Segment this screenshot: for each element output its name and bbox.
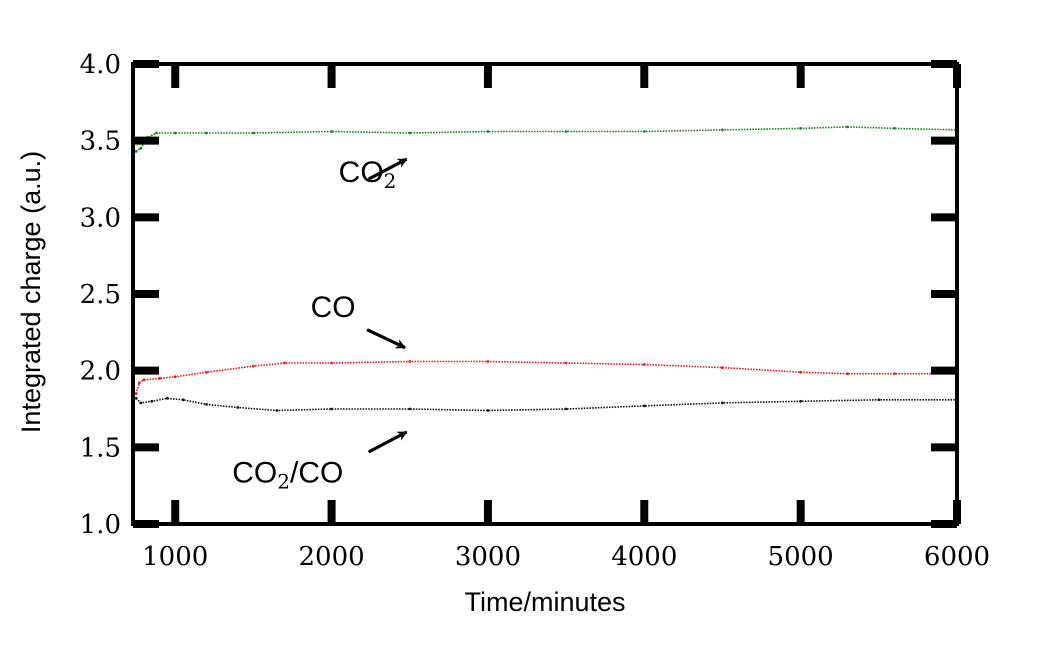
data-point <box>846 125 849 129</box>
x-tick-label: 1000 <box>142 542 208 572</box>
data-point <box>408 407 412 411</box>
data-point <box>799 126 803 130</box>
x-tick-label: 4000 <box>611 542 677 572</box>
series-line <box>135 126 958 153</box>
data-point <box>137 381 141 385</box>
y-tick-label: 2.5 <box>80 280 121 310</box>
data-point <box>721 366 724 369</box>
data-point <box>330 407 333 411</box>
plot-area: 1000 2000 3000 4000 5000 6000 1.0 1.5 2.0 2.5 3.0 3… <box>16 50 990 617</box>
data-point <box>134 150 138 153</box>
annotation-0: CO2 <box>339 156 408 193</box>
x-axis-title: Time/minutes <box>464 587 625 617</box>
data-point <box>721 401 724 405</box>
data-point <box>642 130 646 133</box>
data-point <box>642 363 646 366</box>
data-point <box>205 403 208 406</box>
data-point <box>486 409 490 412</box>
y-tick-label: 3.5 <box>80 127 121 157</box>
x-tick-label: 2000 <box>298 542 364 572</box>
data-point <box>486 130 490 133</box>
data-point <box>893 372 896 376</box>
data-point <box>275 409 279 412</box>
data-point <box>893 126 896 130</box>
data-point <box>330 130 333 133</box>
data-point <box>173 375 177 379</box>
x-tick-label: 5000 <box>768 542 834 572</box>
x-tick-label: 6000 <box>924 542 990 572</box>
data-point <box>142 378 146 382</box>
y-tick-label: 4.0 <box>80 50 121 80</box>
data-point <box>564 407 568 411</box>
annotation-arrow <box>366 328 406 350</box>
data-point <box>408 360 412 363</box>
y-tick-label: 2.0 <box>80 357 121 387</box>
annotation-label: CO2/CO <box>232 457 343 494</box>
data-point <box>205 131 208 135</box>
annotation-1: CO <box>311 291 406 350</box>
data-point <box>564 361 568 365</box>
annotation-arrow <box>367 157 408 181</box>
data-point <box>486 360 490 363</box>
data-point <box>846 372 849 376</box>
annotation-arrow <box>367 430 408 454</box>
series-1 <box>134 360 959 396</box>
y-tick-label: 1.5 <box>80 433 121 463</box>
series-2 <box>134 396 959 412</box>
data-point <box>134 396 138 400</box>
data-point <box>283 361 287 365</box>
data-point <box>155 131 158 135</box>
data-point <box>165 396 169 400</box>
data-point <box>799 370 803 374</box>
series-0 <box>134 125 959 153</box>
data-point <box>139 146 143 150</box>
data-point <box>330 361 333 365</box>
annotation-2: CO2/CO <box>232 430 408 494</box>
data-point <box>139 401 143 405</box>
y-axis-title: Integrated charge (a.u.) <box>16 151 46 433</box>
plot-frame <box>131 62 959 526</box>
series-line <box>135 360 957 394</box>
data-point <box>721 128 724 132</box>
data-point <box>408 131 412 135</box>
data-point <box>877 398 881 402</box>
x-tick-label: 3000 <box>455 542 521 572</box>
data-point <box>205 370 208 374</box>
data-point <box>799 399 803 403</box>
data-point <box>236 406 240 409</box>
y-tick-label: 3.0 <box>80 203 121 233</box>
y-tick-label: 1.0 <box>80 510 121 540</box>
annotation-label: CO <box>311 291 356 324</box>
series-line <box>135 397 957 412</box>
data-point <box>181 398 185 402</box>
data-point <box>150 399 154 403</box>
data-point <box>173 131 177 135</box>
data-point <box>158 376 161 380</box>
data-point <box>251 131 255 135</box>
data-point <box>251 364 255 368</box>
data-point <box>642 404 646 408</box>
data-point <box>134 392 138 396</box>
data-point <box>564 130 568 133</box>
annotation-label: CO2 <box>339 156 397 193</box>
